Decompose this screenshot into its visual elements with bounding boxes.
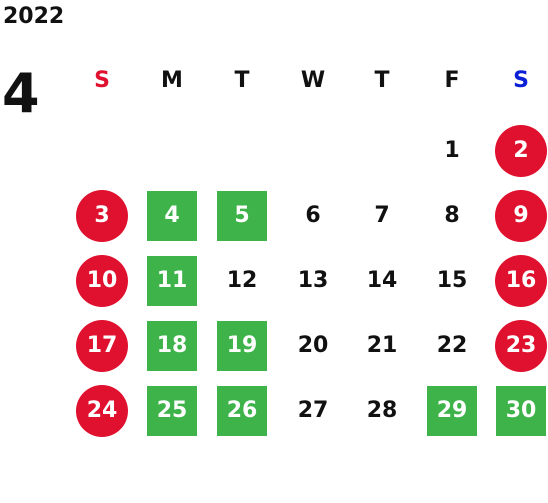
day-holiday[interactable]: 10 (76, 255, 128, 307)
day-holiday[interactable]: 17 (76, 320, 128, 372)
day[interactable]: 1 (444, 138, 460, 163)
day-holiday[interactable]: 23 (495, 320, 547, 372)
day[interactable]: 21 (366, 333, 398, 358)
day-holiday[interactable]: 24 (76, 385, 128, 437)
month-label: 4 (2, 62, 40, 125)
day-highlighted[interactable]: 5 (217, 191, 267, 241)
day[interactable]: 6 (305, 203, 321, 228)
day[interactable]: 7 (374, 203, 390, 228)
day[interactable]: 14 (366, 268, 398, 293)
weekday-wed: W (300, 68, 326, 93)
day-highlighted[interactable]: 25 (147, 386, 197, 436)
day[interactable]: 15 (436, 268, 468, 293)
day-highlighted[interactable]: 29 (427, 386, 477, 436)
weekday-tue: T (234, 68, 250, 93)
weekday-sun: S (94, 68, 110, 93)
day[interactable]: 22 (436, 333, 468, 358)
weekday-sat: S (513, 68, 529, 93)
day[interactable]: 20 (297, 333, 329, 358)
day[interactable]: 27 (297, 398, 329, 423)
day-holiday[interactable]: 3 (76, 190, 128, 242)
day-highlighted[interactable]: 26 (217, 386, 267, 436)
weekday-fri: F (444, 68, 460, 93)
day-holiday[interactable]: 9 (495, 190, 547, 242)
day[interactable]: 12 (226, 268, 258, 293)
day[interactable]: 28 (366, 398, 398, 423)
day-highlighted[interactable]: 19 (217, 321, 267, 371)
weekday-mon: M (161, 68, 183, 93)
day-highlighted[interactable]: 11 (147, 256, 197, 306)
day[interactable]: 13 (297, 268, 329, 293)
day-highlighted[interactable]: 18 (147, 321, 197, 371)
year-label: 2022 (3, 4, 65, 29)
day-highlighted[interactable]: 4 (147, 191, 197, 241)
day[interactable]: 8 (444, 203, 460, 228)
day-highlighted[interactable]: 30 (496, 386, 546, 436)
weekday-thu: T (374, 68, 390, 93)
day-holiday[interactable]: 16 (495, 255, 547, 307)
day-holiday[interactable]: 2 (495, 125, 547, 177)
